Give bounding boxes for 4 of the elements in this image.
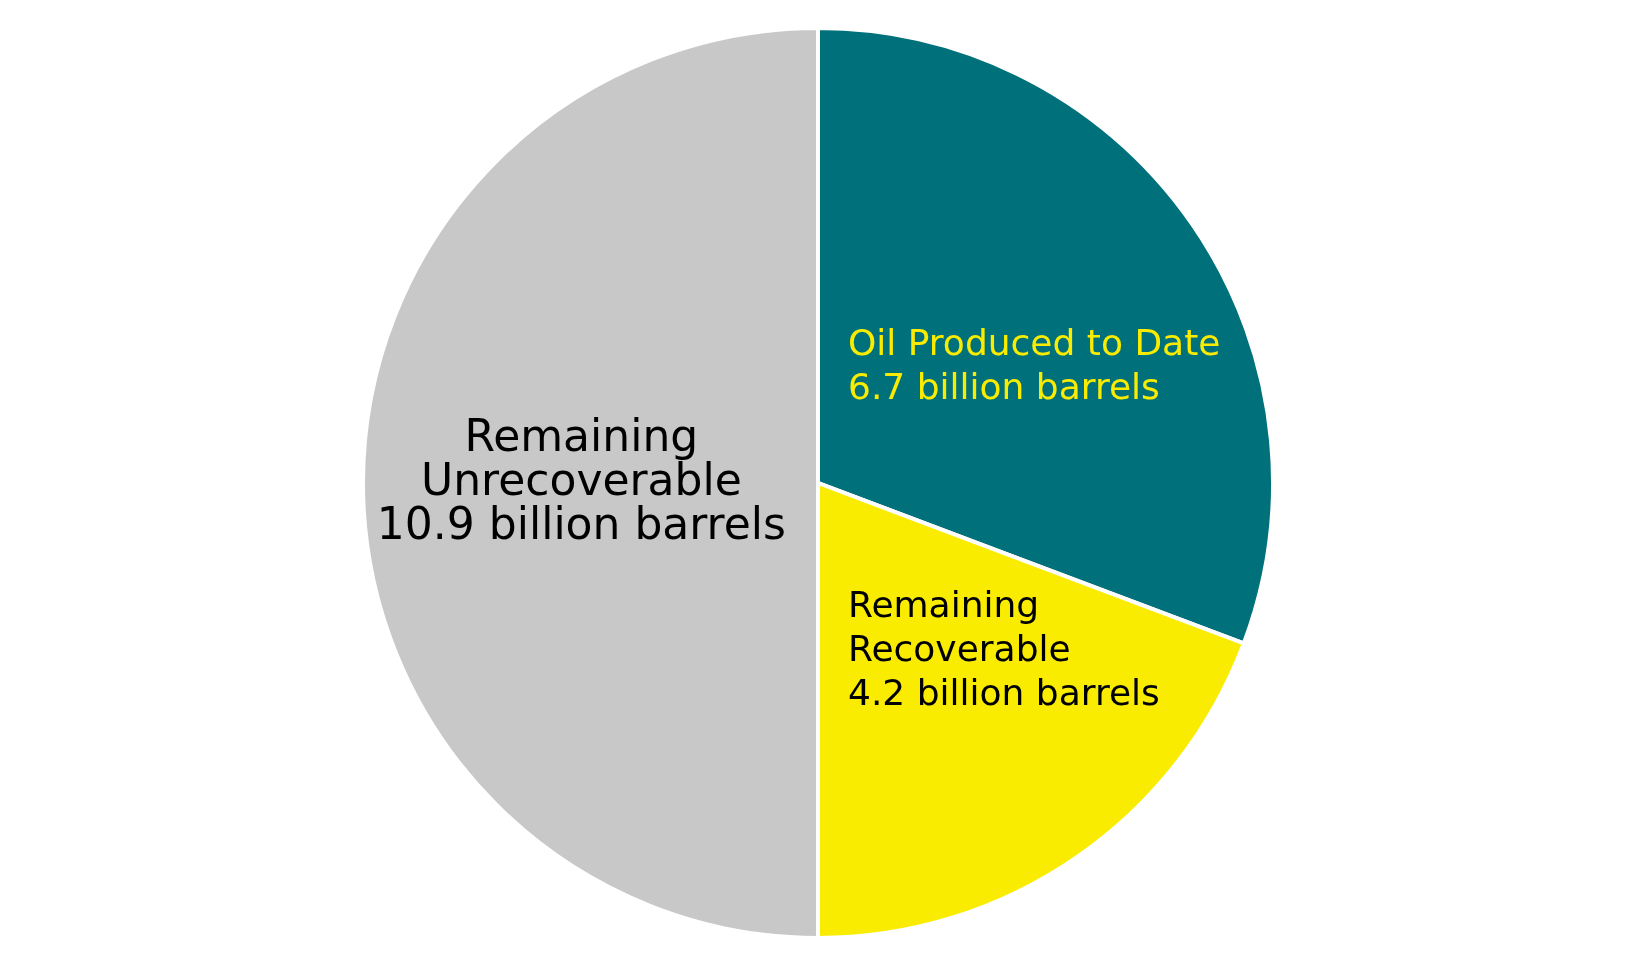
slice-label: Oil Produced to Date — [848, 321, 1221, 363]
data-label: 4.2 billion barrels — [848, 672, 1160, 714]
data-label: 6.7 billion barrels — [848, 365, 1160, 407]
slice-label: Remaining Recoverable — [848, 584, 1071, 670]
